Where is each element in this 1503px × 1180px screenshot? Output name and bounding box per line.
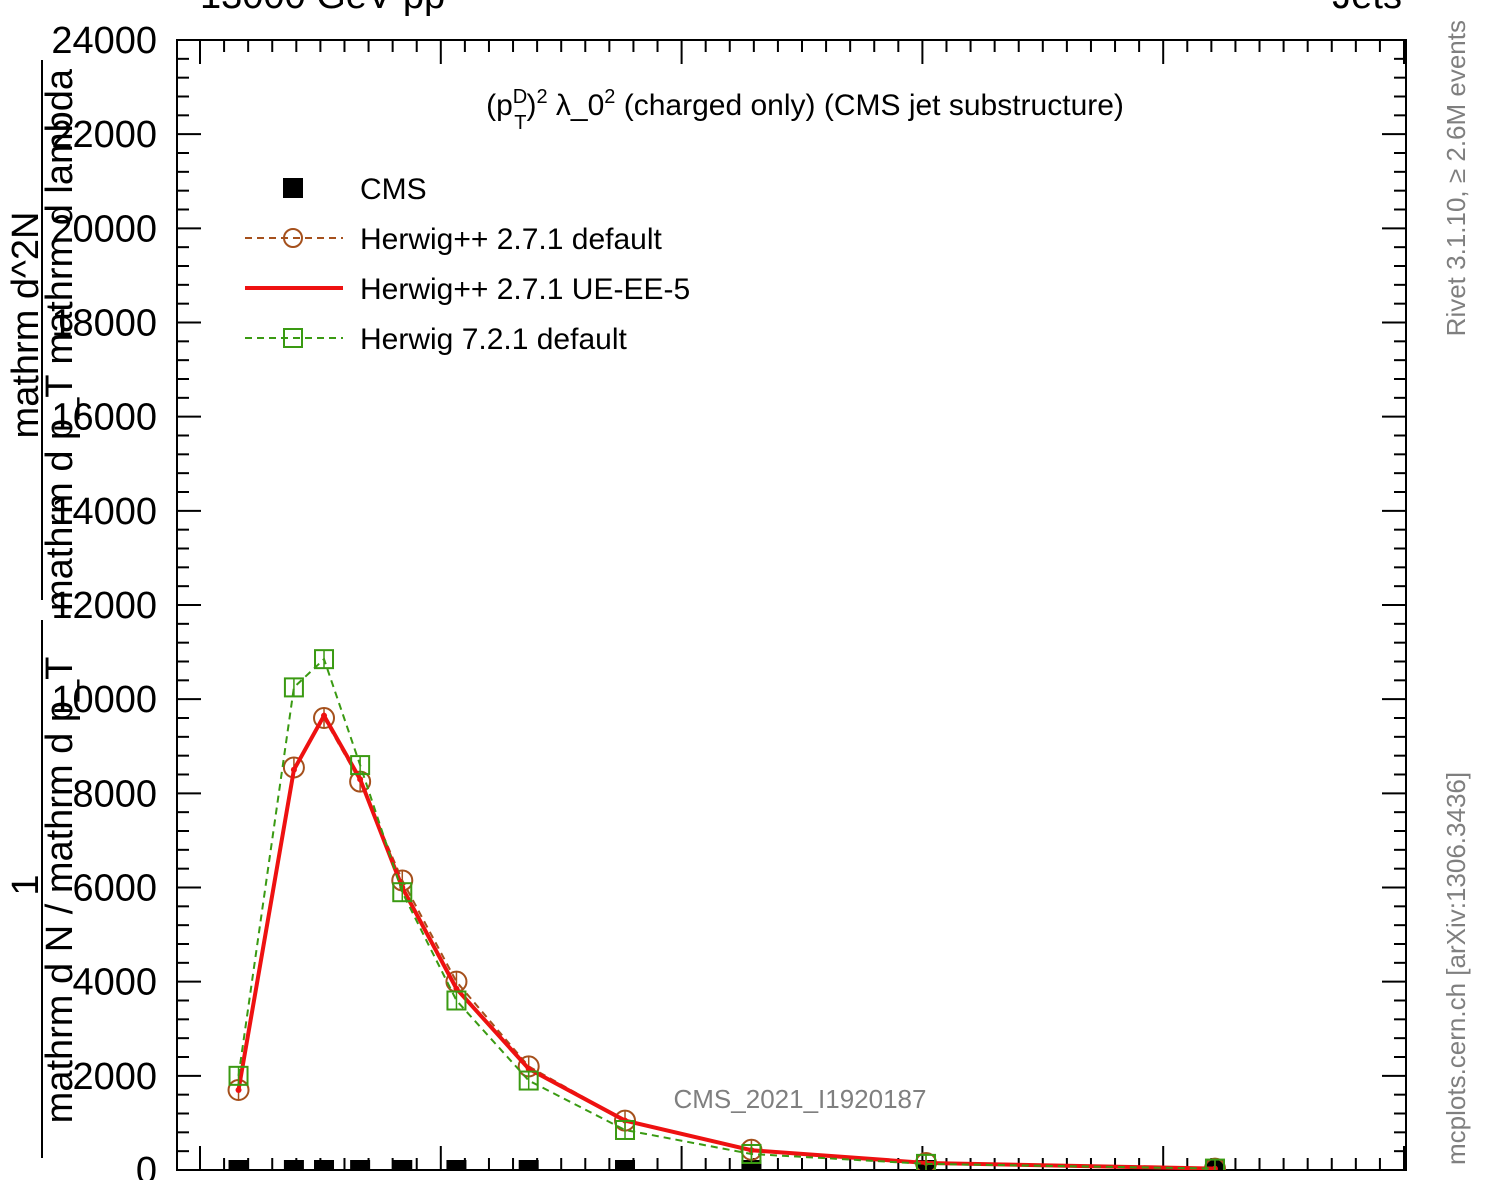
data-point <box>357 776 364 783</box>
data-point <box>741 1160 762 1170</box>
data-point <box>453 985 460 992</box>
chart-title: (pD T)2 λ_02 (charged only) (CMS jet subs… <box>486 86 1124 134</box>
y-tick-label: 20000 <box>51 208 157 250</box>
legend-marker-herwig271-default <box>283 228 303 248</box>
mcplots-label: mcplots.cern.ch [arXiv:1306.3436] <box>1441 772 1471 1165</box>
data-point <box>615 1160 636 1170</box>
header-right: Jets <box>1332 0 1402 17</box>
y-tick-label: 18000 <box>51 303 157 345</box>
y-tick-label: 4000 <box>72 962 157 1004</box>
axis-ticks <box>177 39 1406 1171</box>
y-tick-label: 2000 <box>72 1056 157 1098</box>
y-tick-label: 6000 <box>72 868 157 910</box>
y-tick-label: 14000 <box>51 491 157 533</box>
y-tick-label: 12000 <box>51 585 157 627</box>
y-tick-label: 22000 <box>51 114 157 156</box>
legend-label-cms: CMS <box>360 173 427 206</box>
data-point <box>525 1065 532 1072</box>
series-layer <box>227 649 1226 1170</box>
y-tick-label: 24000 <box>51 20 157 62</box>
y-axis-numerator-one: 1 <box>5 874 47 895</box>
plot-frame <box>176 39 1407 1171</box>
legend-label-herwig271-default: Herwig++ 2.7.1 default <box>360 223 663 256</box>
legend: CMS Herwig++ 2.7.1 default Herwig++ 2.7.… <box>245 173 690 356</box>
y-tick-label: 10000 <box>51 679 157 721</box>
legend-label-herwig721-default: Herwig 7.2.1 default <box>360 323 627 356</box>
y-axis-numerator-right: mathrm d^2N <box>5 212 47 439</box>
y-tick-label: 0 <box>136 1150 157 1180</box>
legend-label-herwig271-ueee5: Herwig++ 2.7.1 UE-EE-5 <box>360 273 690 306</box>
legend-marker-cms <box>283 178 303 198</box>
y-tick-label: 8000 <box>72 773 157 815</box>
data-point <box>283 1160 304 1170</box>
series-3 <box>228 649 1225 1170</box>
data-point <box>350 1160 371 1170</box>
data-point <box>228 1160 249 1170</box>
y-axis-denominator-left: mathrm d N / mathrm d p_T <box>39 657 81 1124</box>
y-tick-labels: 0 2000 4000 6000 8000 10000 12000 14000 16000 180… <box>51 20 157 1180</box>
data-point <box>321 712 328 719</box>
data-point <box>235 1086 242 1093</box>
data-point <box>446 1160 467 1170</box>
header-left: 13000 GeV pp <box>200 0 445 17</box>
y-axis-title: 1 mathrm d N / mathrm d p_T mathrm d^2N … <box>5 60 81 1158</box>
rivet-label: Rivet 3.1.10, ≥ 2.6M events <box>1441 20 1471 336</box>
series-line <box>237 657 1215 1170</box>
data-point <box>314 1160 335 1170</box>
analysis-watermark: CMS_2021_I1920187 <box>674 1084 927 1114</box>
data-point <box>392 1160 413 1170</box>
y-tick-label: 16000 <box>51 397 157 439</box>
data-point <box>290 766 297 773</box>
y-axis-denominator-right: mathrm d p_T mathrm d lambda <box>39 68 81 611</box>
legend-marker-herwig721-default <box>283 328 303 348</box>
data-point <box>518 1160 539 1170</box>
